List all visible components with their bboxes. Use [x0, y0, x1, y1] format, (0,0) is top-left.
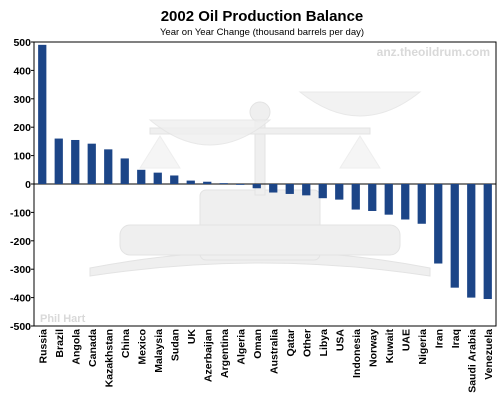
x-tick-label: Sudan	[169, 329, 181, 361]
bar	[170, 175, 179, 184]
y-tick-label: 100	[13, 151, 31, 163]
bar	[450, 184, 459, 288]
x-tick-label: Saudi Arabia	[466, 329, 478, 393]
bar	[203, 181, 212, 184]
y-tick-label: -100	[10, 207, 31, 219]
y-tick-label: 500	[13, 37, 31, 49]
y-tick-label: -200	[10, 236, 31, 248]
x-tick-label: Iran	[433, 329, 445, 348]
bar	[302, 184, 311, 196]
bar	[252, 184, 261, 189]
chart-subtitle: Year on Year Change (thousand barrels pe…	[160, 27, 364, 38]
y-tick-label: 400	[13, 65, 31, 77]
y-tick-label: 200	[13, 122, 31, 134]
x-tick-label: Venezuela	[483, 329, 495, 380]
x-tick-label: Other	[301, 329, 313, 357]
bar	[335, 184, 344, 200]
bar	[351, 184, 360, 210]
x-tick-label: Malaysia	[153, 329, 165, 373]
watermark-author: Phil Hart	[40, 313, 86, 325]
x-tick-label: Mexico	[136, 329, 148, 365]
bar	[236, 184, 245, 185]
bar	[417, 184, 426, 224]
bar	[269, 184, 278, 193]
y-tick-label: 0	[25, 179, 31, 191]
y-tick-label: -500	[10, 321, 31, 333]
x-tick-label: Brazil	[54, 329, 66, 358]
bar	[120, 158, 129, 184]
bar	[104, 149, 113, 184]
bar	[401, 184, 410, 220]
x-tick-label: Argentina	[219, 329, 231, 378]
x-tick-label: Nigeria	[417, 329, 429, 365]
bar	[137, 169, 146, 184]
bar	[54, 138, 63, 184]
bar	[186, 180, 195, 184]
bar	[483, 184, 492, 300]
bar	[467, 184, 476, 298]
x-tick-label: USA	[334, 329, 346, 352]
x-tick-label: Kazakhstan	[103, 329, 115, 387]
x-tick-label: Indonesia	[351, 329, 363, 378]
x-tick-label: Russia	[37, 329, 49, 364]
x-tick-label: UK	[186, 329, 198, 345]
x-tick-label: Qatar	[285, 329, 297, 356]
x-tick-label: Iraq	[450, 329, 462, 348]
balance-scale-watermark	[89, 91, 431, 277]
x-tick-label: China	[120, 329, 132, 358]
bar	[318, 184, 327, 199]
bar	[285, 184, 294, 194]
x-tick-label: Azerbaijan	[202, 329, 214, 382]
x-tick-label: Oman	[252, 329, 264, 359]
x-tick-label: Libya	[318, 329, 330, 357]
y-tick-label: 300	[13, 94, 31, 106]
bar	[38, 44, 47, 185]
bar	[87, 143, 96, 184]
bar	[368, 184, 377, 211]
x-tick-label: Norway	[367, 329, 379, 367]
watermark-url: anz.theoildrum.com	[377, 45, 490, 59]
bar	[219, 183, 228, 184]
x-tick-label: UAE	[400, 329, 412, 351]
x-tick-label: Algeria	[235, 329, 247, 365]
y-tick-label: -300	[10, 264, 31, 276]
bar	[153, 172, 162, 184]
chart-title: 2002 Oil Production Balance	[161, 8, 364, 25]
bar	[71, 139, 80, 184]
x-tick-label: Angola	[70, 329, 82, 365]
x-tick-label: Australia	[268, 329, 280, 374]
x-tick-label: Kuwait	[384, 329, 396, 364]
x-tick-label: Canada	[87, 329, 99, 367]
y-tick-label: -400	[10, 293, 31, 305]
bar	[384, 184, 393, 215]
bar	[434, 184, 443, 264]
